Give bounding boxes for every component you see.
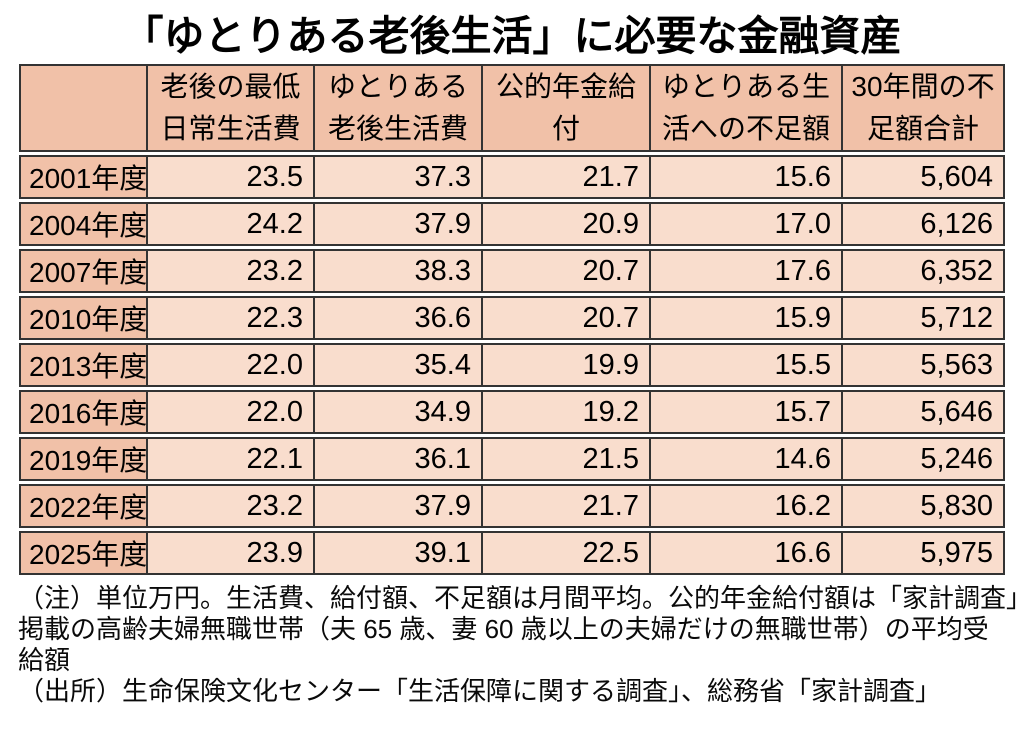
cell-value: 35.4	[315, 343, 483, 388]
table-row: 2025年度 23.9 39.1 22.5 16.6 5,975	[19, 531, 1005, 576]
table-row: 2001年度 23.5 37.3 21.7 15.6 5,604	[19, 155, 1005, 200]
table-row: 2016年度 22.0 34.9 19.2 15.7 5,646	[19, 390, 1005, 435]
cell-value: 23.2	[148, 249, 315, 294]
cell-value: 22.3	[148, 296, 315, 341]
header-line: 活への不足額	[661, 113, 830, 145]
header-cell-empty	[19, 64, 148, 153]
header-line: 付	[551, 113, 580, 145]
cell-value: 22.1	[148, 437, 315, 482]
row-year-label: 2004年度	[19, 202, 148, 247]
cell-value: 20.7	[483, 249, 651, 294]
cell-value: 5,712	[843, 296, 1005, 341]
cell-value: 37.3	[315, 155, 483, 200]
cell-value: 21.7	[483, 484, 651, 529]
cell-value: 16.6	[651, 531, 843, 576]
table-row: 2010年度 22.3 36.6 20.7 15.9 5,712	[19, 296, 1005, 341]
header-cell-comfortable-living-cost: ゆとりある 老後生活費	[315, 64, 483, 153]
cell-value: 37.9	[315, 202, 483, 247]
cell-value: 36.1	[315, 437, 483, 482]
cell-value: 21.7	[483, 155, 651, 200]
cell-value: 6,126	[843, 202, 1005, 247]
cell-value: 39.1	[315, 531, 483, 576]
cell-value: 23.5	[148, 155, 315, 200]
header-line: 老後生活費	[327, 113, 468, 145]
note-line: （出所）生命保険文化センター「生活保障に関する調査」、総務省「家計調査」	[18, 676, 942, 707]
table-row: 2004年度 24.2 37.9 20.9 17.0 6,126	[19, 202, 1005, 247]
cell-value: 36.6	[315, 296, 483, 341]
header-line: 公的年金給	[495, 71, 636, 103]
cell-value: 5,563	[843, 343, 1005, 388]
header-cell-minimum-living-cost: 老後の最低 日常生活費	[148, 64, 315, 153]
row-year-label: 2025年度	[19, 531, 148, 576]
note-line: 給額	[18, 645, 71, 676]
cell-value: 22.5	[483, 531, 651, 576]
row-year-label: 2016年度	[19, 390, 148, 435]
header-line: ゆとりある	[327, 71, 468, 103]
cell-value: 16.2	[651, 484, 843, 529]
cell-value: 23.2	[148, 484, 315, 529]
page-title: 「ゆとりある老後生活」に必要な金融資産	[122, 13, 902, 59]
cell-value: 21.5	[483, 437, 651, 482]
table-row: 2022年度 23.2 37.9 21.7 16.2 5,830	[19, 484, 1005, 529]
cell-value: 22.0	[148, 343, 315, 388]
cell-value: 17.6	[651, 249, 843, 294]
cell-value: 19.2	[483, 390, 651, 435]
cell-value: 20.9	[483, 202, 651, 247]
header-row: 老後の最低 日常生活費 ゆとりある 老後生活費 公的年金給 付 ゆとりある生 活…	[19, 64, 1005, 153]
cell-value: 6,352	[843, 249, 1005, 294]
cell-value: 5,830	[843, 484, 1005, 529]
row-year-label: 2022年度	[19, 484, 148, 529]
table-body: 2001年度 23.5 37.3 21.7 15.6 5,604 2004年度 24.2 37.…	[19, 155, 1005, 576]
row-year-label: 2007年度	[19, 249, 148, 294]
cell-value: 19.9	[483, 343, 651, 388]
row-year-label: 2001年度	[19, 155, 148, 200]
cell-value: 5,975	[843, 531, 1005, 576]
data-table: 老後の最低 日常生活費 ゆとりある 老後生活費 公的年金給 付 ゆとりある生 活…	[19, 61, 1005, 579]
table-row: 2019年度 22.1 36.1 21.5 14.6 5,246	[19, 437, 1005, 482]
table-row: 2007年度 23.2 38.3 20.7 17.6 6,352	[19, 249, 1005, 294]
header-line: 日常生活費	[160, 113, 301, 145]
cell-value: 38.3	[315, 249, 483, 294]
header-cell-shortfall: ゆとりある生 活への不足額	[651, 64, 843, 153]
row-year-label: 2013年度	[19, 343, 148, 388]
cell-value: 15.5	[651, 343, 843, 388]
cell-value: 5,246	[843, 437, 1005, 482]
cell-value: 23.9	[148, 531, 315, 576]
cell-value: 14.6	[651, 437, 843, 482]
notes: （注）単位万円。生活費、給付額、不足額は月間平均。公的年金給付額は「家計調査」 …	[18, 583, 1024, 707]
row-year-label: 2010年度	[19, 296, 148, 341]
cell-value: 15.9	[651, 296, 843, 341]
note-line: （注）単位万円。生活費、給付額、不足額は月間平均。公的年金給付額は「家計調査」	[18, 583, 1024, 614]
cell-value: 34.9	[315, 390, 483, 435]
cell-value: 5,604	[843, 155, 1005, 200]
header-line: 30年間の不	[851, 71, 995, 103]
note-line: 掲載の高齢夫婦無職世帯（夫 65 歳、妻 60 歳以上の夫婦だけの無職世帯）の平…	[18, 614, 989, 645]
cell-value: 17.0	[651, 202, 843, 247]
header-cell-public-pension: 公的年金給 付	[483, 64, 651, 153]
cell-value: 15.6	[651, 155, 843, 200]
header-line: ゆとりある生	[661, 71, 830, 103]
row-year-label: 2019年度	[19, 437, 148, 482]
header-line: 足額合計	[866, 113, 979, 145]
table-header: 老後の最低 日常生活費 ゆとりある 老後生活費 公的年金給 付 ゆとりある生 活…	[19, 64, 1005, 153]
cell-value: 37.9	[315, 484, 483, 529]
cell-value: 5,646	[843, 390, 1005, 435]
header-cell-30year-total: 30年間の不 足額合計	[843, 64, 1005, 153]
cell-value: 15.7	[651, 390, 843, 435]
cell-value: 20.7	[483, 296, 651, 341]
cell-value: 22.0	[148, 390, 315, 435]
header-line: 老後の最低	[160, 71, 301, 103]
table-row: 2013年度 22.0 35.4 19.9 15.5 5,563	[19, 343, 1005, 388]
cell-value: 24.2	[148, 202, 315, 247]
